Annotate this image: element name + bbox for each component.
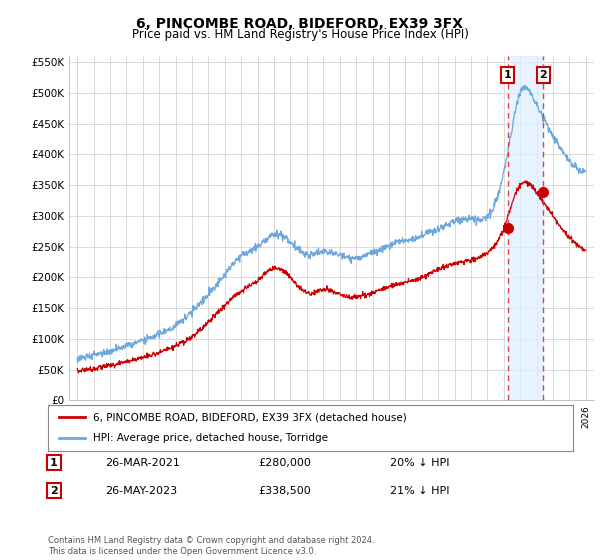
Text: 20% ↓ HPI: 20% ↓ HPI: [390, 458, 449, 468]
Text: £280,000: £280,000: [258, 458, 311, 468]
Text: 1: 1: [503, 70, 511, 80]
Text: 21% ↓ HPI: 21% ↓ HPI: [390, 486, 449, 496]
Text: Contains HM Land Registry data © Crown copyright and database right 2024.
This d: Contains HM Land Registry data © Crown c…: [48, 536, 374, 556]
Text: 2: 2: [539, 70, 547, 80]
Text: HPI: Average price, detached house, Torridge: HPI: Average price, detached house, Torr…: [92, 433, 328, 444]
Text: 26-MAR-2021: 26-MAR-2021: [105, 458, 180, 468]
Text: Price paid vs. HM Land Registry's House Price Index (HPI): Price paid vs. HM Land Registry's House …: [131, 28, 469, 41]
Text: 2: 2: [50, 486, 58, 496]
Text: 6, PINCOMBE ROAD, BIDEFORD, EX39 3FX: 6, PINCOMBE ROAD, BIDEFORD, EX39 3FX: [137, 16, 464, 30]
Text: 1: 1: [50, 458, 58, 468]
Text: 6, PINCOMBE ROAD, BIDEFORD, EX39 3FX (detached house): 6, PINCOMBE ROAD, BIDEFORD, EX39 3FX (de…: [92, 412, 406, 422]
Text: £338,500: £338,500: [258, 486, 311, 496]
Text: 26-MAY-2023: 26-MAY-2023: [105, 486, 177, 496]
